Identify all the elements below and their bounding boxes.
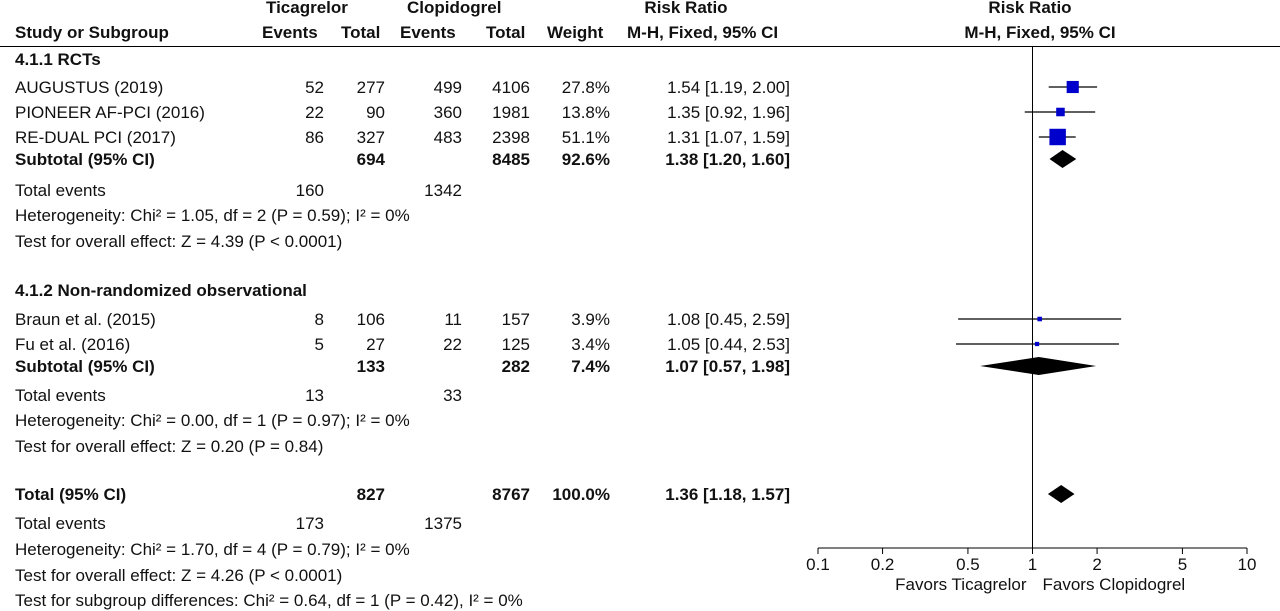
subgroup-title: 4.1.2 Non-randomized observational [15,281,307,300]
weight: 3.4% [571,335,610,354]
x-tick-label: 0.5 [956,555,980,574]
total-header-1: Total [341,23,381,42]
header-divider [0,46,1280,47]
study-name: Fu et al. (2016) [15,335,131,354]
subtotal-total-1: 694 [356,150,385,169]
study-name: PIONEER AF-PCI (2016) [15,103,205,122]
x-tick-label: 0.2 [871,555,895,574]
plot-method: M-H, Fixed, 95% CI [964,23,1116,42]
total-events-label: Total events [15,386,106,405]
x-tick-label: 2 [1092,555,1101,574]
subtotal-weight: 92.6% [561,150,610,169]
summary-diamond [1047,485,1075,503]
study-marker [1049,128,1066,146]
overall-effect-text: Test for overall effect: Z = 4.26 (P < 0… [15,566,343,585]
total-1: 106 [356,310,385,329]
events-1: 52 [305,78,324,97]
subgroup-differences-text: Test for subgroup differences: Chi² = 0.… [15,591,523,610]
rr-ci: 1.05 [0.44, 2.53] [667,335,790,354]
events-1: 8 [314,310,324,329]
weight: 27.8% [561,78,610,97]
plot-title: Risk Ratio [988,0,1072,17]
rr-title: Risk Ratio [644,0,728,17]
events-2: 483 [433,128,462,147]
x-tick-label: 1 [1028,555,1037,574]
events-header-2: Events [400,23,456,42]
study-marker [1066,80,1079,94]
study-column-header: Study or Subgroup [15,23,169,42]
events-1: 86 [305,128,324,147]
heterogeneity-text: Heterogeneity: Chi² = 1.05, df = 2 (P = … [15,206,410,225]
subtotal-ci: 1.07 [0.57, 1.98] [665,357,790,376]
weight: 13.8% [561,103,610,122]
subtotal-ci: 1.38 [1.20, 1.60] [665,150,790,169]
total-events-2: 33 [443,386,462,405]
weight: 3.9% [571,310,610,329]
subtotal-total-2: 282 [501,357,530,376]
events-2: 22 [443,335,462,354]
subtotal-total-2: 8485 [492,150,530,169]
events-1: 22 [305,103,324,122]
rr-ci: 1.35 [0.92, 1.96] [667,103,790,122]
subtotal-weight: 7.4% [571,357,610,376]
study-name: RE-DUAL PCI (2017) [15,128,176,147]
events-2: 360 [433,103,462,122]
group1-header: Ticagrelor [266,0,348,17]
events-2: 499 [433,78,462,97]
favors-left-label: Favors Ticagrelor [895,575,1027,594]
summary-diamond [980,357,1097,375]
favors-right-label: Favors Clopidogrel [1043,575,1186,594]
total-1: 27 [366,335,385,354]
total-2: 1981 [492,103,530,122]
total-ci: 1.36 [1.18, 1.57] [665,485,790,504]
overall-effect-text: Test for overall effect: Z = 4.39 (P < 0… [15,232,343,251]
study-name: AUGUSTUS (2019) [15,78,164,97]
total-header-2: Total [486,23,526,42]
events-2: 11 [444,310,462,329]
total-events-2: 1342 [424,181,462,200]
total-1: 90 [366,103,385,122]
total-weight: 100.0% [552,485,610,504]
total-events-1: 160 [295,181,324,200]
heterogeneity-text: Heterogeneity: Chi² = 0.00, df = 1 (P = … [15,411,410,430]
study-marker [1034,341,1040,347]
x-tick-label: 0.1 [806,555,830,574]
study-marker [1037,316,1042,322]
total-2: 2398 [492,128,530,147]
total-events-label: Total events [15,181,106,200]
x-tick-label: 5 [1178,555,1187,574]
total-total-1: 827 [356,485,385,504]
overall-effect-text: Test for overall effect: Z = 0.20 (P = 0… [15,437,324,456]
total-1: 327 [356,128,385,147]
heterogeneity-text: Heterogeneity: Chi² = 1.70, df = 4 (P = … [15,540,410,559]
subtotal-label: Subtotal (95% CI) [15,357,155,376]
rr-ci: 1.54 [1.19, 2.00] [667,78,790,97]
study-name: Braun et al. (2015) [15,310,156,329]
events-1: 5 [314,335,324,354]
weight: 51.1% [561,128,610,147]
total-events-label: Total events [15,514,106,533]
rr-ci: 1.08 [0.45, 2.59] [667,310,790,329]
total-2: 157 [501,310,530,329]
subgroup-title: 4.1.1 RCTs [15,50,101,69]
total-2: 125 [501,335,530,354]
total-events-2: 1375 [424,514,462,533]
study-marker [1056,107,1065,117]
x-tick-label: 10 [1238,555,1257,574]
total-2: 4106 [492,78,530,97]
total-label: Total (95% CI) [15,485,127,504]
subtotal-label: Subtotal (95% CI) [15,150,155,169]
summary-diamond [1049,150,1077,168]
weight-header: Weight [547,23,604,42]
subtotal-total-1: 133 [356,357,385,376]
total-events-1: 13 [305,386,324,405]
rr-ci: 1.31 [1.07, 1.59] [667,128,790,147]
events-header-1: Events [262,23,318,42]
total-events-1: 173 [295,514,324,533]
total-total-2: 8767 [492,485,530,504]
rr-method: M-H, Fixed, 95% CI [627,23,779,42]
group2-header: Clopidogrel [407,0,502,17]
total-1: 277 [356,78,385,97]
